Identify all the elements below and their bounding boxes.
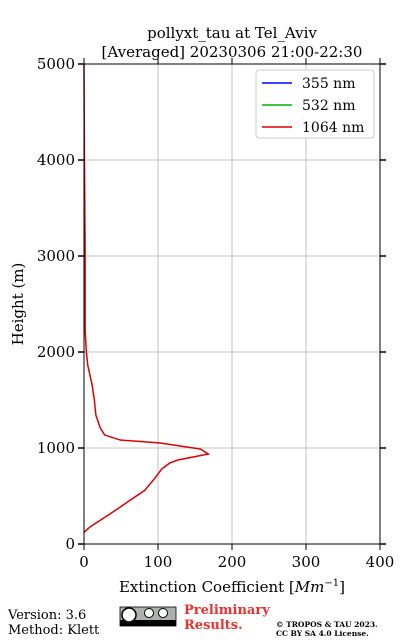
x-label-exp: −1 bbox=[324, 578, 339, 589]
x-tick-label: 100 bbox=[144, 553, 173, 571]
x-tick-label: 200 bbox=[218, 553, 247, 571]
x-axis-label: Extinction Coefficient [Mm−1] bbox=[119, 578, 345, 596]
y-axis-label: Height (m) bbox=[9, 263, 27, 346]
copyright: CC BY SA 4.0 License. bbox=[276, 629, 369, 638]
y-tick-label: 4000 bbox=[37, 151, 75, 169]
y-tick-label: 5000 bbox=[37, 55, 75, 73]
chart-title: pollyxt_tau at Tel_Aviv bbox=[147, 24, 317, 42]
x-tick-label: 400 bbox=[366, 553, 395, 571]
x-tick-label: 0 bbox=[79, 553, 89, 571]
x-label-close: ] bbox=[339, 578, 345, 596]
version: Version: 3.6 bbox=[7, 608, 86, 623]
legend-label: 532 nm bbox=[302, 98, 355, 114]
legend: 355 nm 532 nm 1064 nm bbox=[255, 69, 375, 139]
copyright: © TROPOS & TAU 2023. bbox=[276, 620, 378, 629]
legend-label: 355 nm bbox=[302, 76, 355, 92]
chart-subtitle: [Averaged] 20230306 21:00-22:30 bbox=[102, 43, 363, 61]
axes-frame bbox=[83, 63, 381, 545]
legend-label: 1064 nm bbox=[302, 120, 364, 136]
preliminary: Preliminary bbox=[184, 603, 270, 618]
y-tick-label: 2000 bbox=[37, 343, 75, 361]
method: Method: Klett bbox=[8, 623, 100, 638]
x-label-unit: Mm bbox=[294, 578, 325, 596]
profile-line bbox=[83, 63, 211, 534]
y-tick-label: 0 bbox=[65, 535, 75, 553]
legend-box bbox=[255, 69, 375, 139]
y-tick-label: 3000 bbox=[37, 247, 75, 265]
cc-logo bbox=[119, 606, 177, 627]
x-tick-label: 300 bbox=[292, 553, 321, 571]
preliminary: Results. bbox=[184, 618, 243, 633]
x-label-text: Extinction Coefficient [ bbox=[119, 578, 295, 596]
y-tick-label: 1000 bbox=[37, 439, 75, 457]
